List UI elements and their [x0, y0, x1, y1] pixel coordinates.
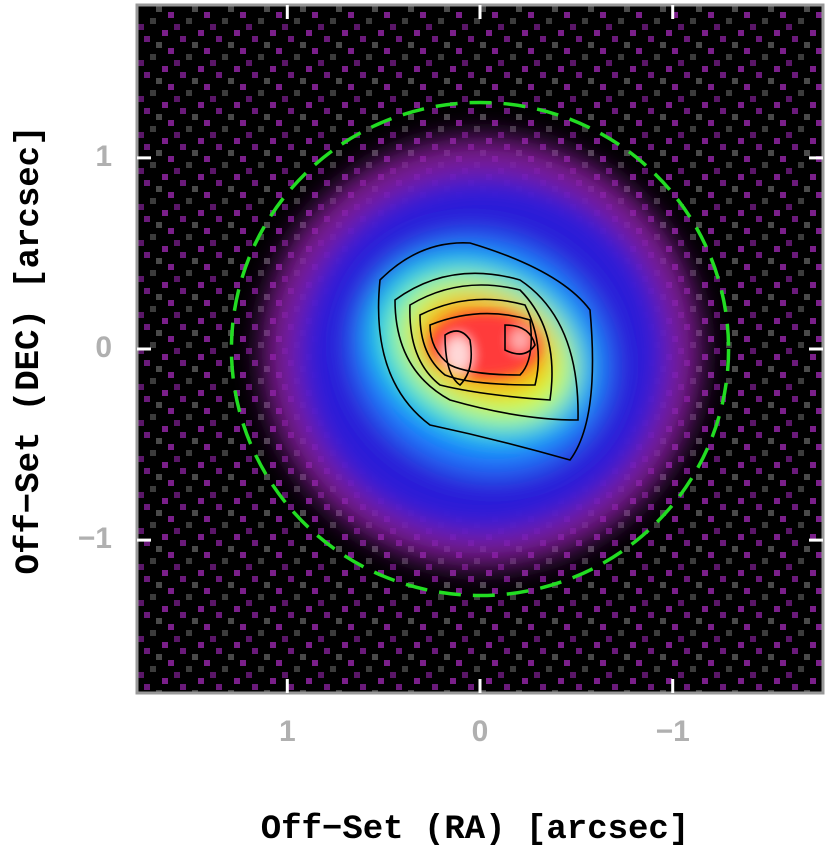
x-axis-label: Off−Set (RA) [arcsec] — [261, 811, 689, 849]
image — [137, 5, 823, 693]
x-tick-label: 0 — [472, 715, 489, 748]
x-tick-label: −1 — [656, 715, 690, 748]
y-tick-label: 0 — [95, 331, 112, 364]
x-tick-label: 1 — [279, 715, 296, 748]
aperture-circle — [229, 100, 731, 598]
y-tick-label: −1 — [78, 522, 112, 555]
y-tick-label: 1 — [95, 140, 112, 173]
y-axis-label: Off−Set (DEC) [arcsec] — [11, 126, 49, 575]
